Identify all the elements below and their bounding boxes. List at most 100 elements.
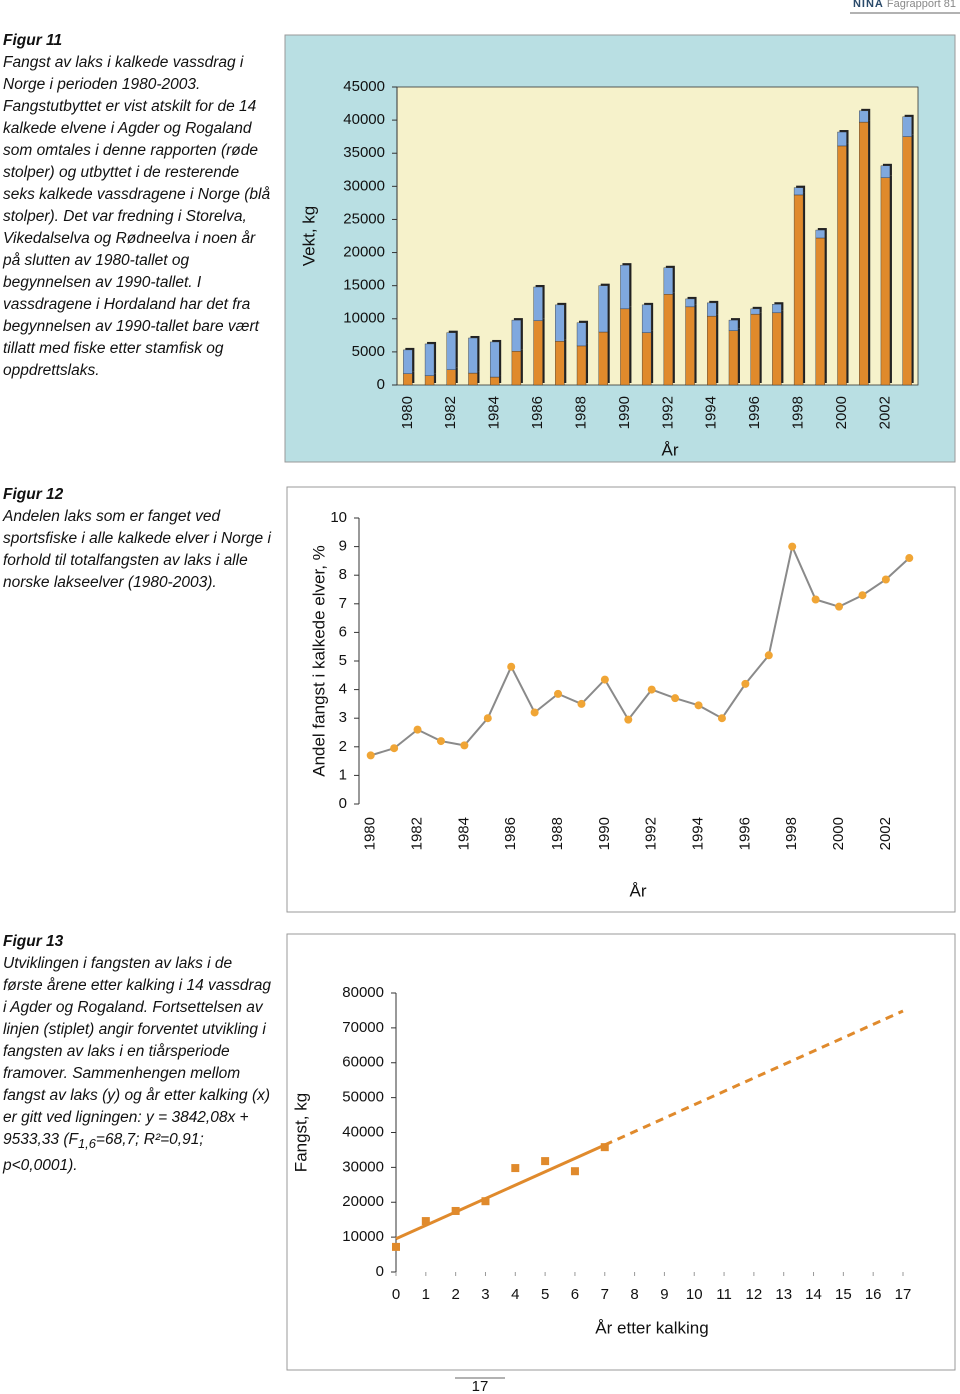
bar [533,320,543,386]
y-tick-label: 1 [339,766,347,783]
bar [859,121,869,386]
bar [576,345,587,386]
y-tick-label: 8 [339,566,347,583]
x-tick-label: 11 [716,1286,732,1303]
y-tick-label: 20000 [342,1193,384,1210]
bar [489,376,500,386]
y-tick-label: 15000 [343,277,385,294]
bar [707,315,717,386]
caption-text: Fangst av laks i kalkede vassdrag i Norg… [3,54,271,379]
marker [530,708,539,717]
bar [859,110,869,123]
x-tick-label: 5 [541,1286,549,1303]
bar [641,332,652,386]
x-tick-label: 16 [865,1286,882,1303]
bar [663,267,674,295]
bar [707,302,717,317]
bar [902,116,912,137]
x-tick-label: 14 [805,1286,822,1303]
x-tick-label: 2 [451,1286,459,1303]
x-tick-label: 1998 [790,396,807,429]
y-tick-label: 0 [376,1263,384,1280]
bar [880,177,891,386]
y-axis-label: Andel fangst i kalkede elver, % [309,545,328,777]
marker [717,714,726,723]
x-tick-label: 17 [895,1286,912,1303]
y-tick-label: 25000 [343,210,385,227]
bar [511,351,522,386]
chart-box [286,486,956,913]
y-tick-label: 20000 [343,244,385,261]
x-tick-label: 2000 [833,396,850,429]
y-tick-label: 60000 [342,1054,384,1071]
bar [837,145,847,386]
marker [764,651,773,660]
x-tick-label: 7 [601,1286,609,1303]
x-tick-label: 9 [660,1286,668,1303]
y-tick-label: 45000 [343,78,385,95]
trend-line [395,1143,606,1241]
marker [600,675,609,684]
y-axis-label: Vekt, kg [299,206,318,266]
bar [837,131,847,147]
marker [835,602,844,611]
bar [533,286,543,321]
header: NINA Fagrapport 81 [853,0,956,10]
y-tick-label: 50000 [342,1089,384,1106]
point [481,1197,490,1206]
bar [446,369,456,386]
bar [685,298,695,308]
caption-text: Utviklingen i fangsten av laks i de førs… [3,953,271,1177]
bar [489,341,500,378]
marker [507,662,516,671]
caption-label: Figur 12 [3,486,64,503]
y-axis-label: Fangst, kg [291,1093,310,1172]
x-tick-label: 1990 [616,396,633,429]
x-tick-label: 1998 [783,817,800,850]
x-tick-label: 1988 [572,396,589,429]
x-tick-label: 1992 [659,396,676,429]
bar [750,313,760,386]
y-tick-label: 5000 [352,343,385,360]
marker [811,595,820,604]
caption-subscript: 1,6 [77,1136,96,1152]
point [541,1157,550,1166]
y-tick-label: 35000 [343,144,385,161]
caption-label: Figur 11 [3,32,63,49]
y-tick-label: 30000 [342,1158,384,1175]
marker [554,689,563,698]
bar [403,349,413,374]
bar [793,187,804,196]
bar [772,312,782,386]
x-tick-label: 1980 [362,817,379,850]
bar [576,322,587,347]
y-tick-label: 7 [339,595,347,612]
bar [598,285,608,333]
marker [788,542,797,551]
y-tick-label: 3 [339,709,347,726]
bar [446,332,456,370]
y-tick-label: 0 [377,376,385,393]
bar [468,372,478,386]
x-tick-label: 2002 [877,817,894,850]
x-tick-label: 1986 [529,396,546,429]
x-axis-label: År [662,440,679,459]
x-tick-label: 6 [571,1286,579,1303]
y-tick-label: 10000 [342,1228,384,1245]
bar [511,319,522,352]
y-tick-label: 70000 [342,1019,384,1036]
bar [815,229,826,239]
x-tick-label: 1 [422,1286,430,1303]
bar [728,319,739,331]
marker [460,741,469,750]
marker [881,575,890,584]
bar [641,304,652,333]
y-tick-label: 10 [330,509,347,526]
report: Fagrapport 81 [886,0,956,10]
x-tick-label: 1986 [502,817,519,850]
y-tick-label: 6 [339,623,347,640]
bar [685,306,695,386]
bar [728,330,739,386]
marker [905,554,914,563]
